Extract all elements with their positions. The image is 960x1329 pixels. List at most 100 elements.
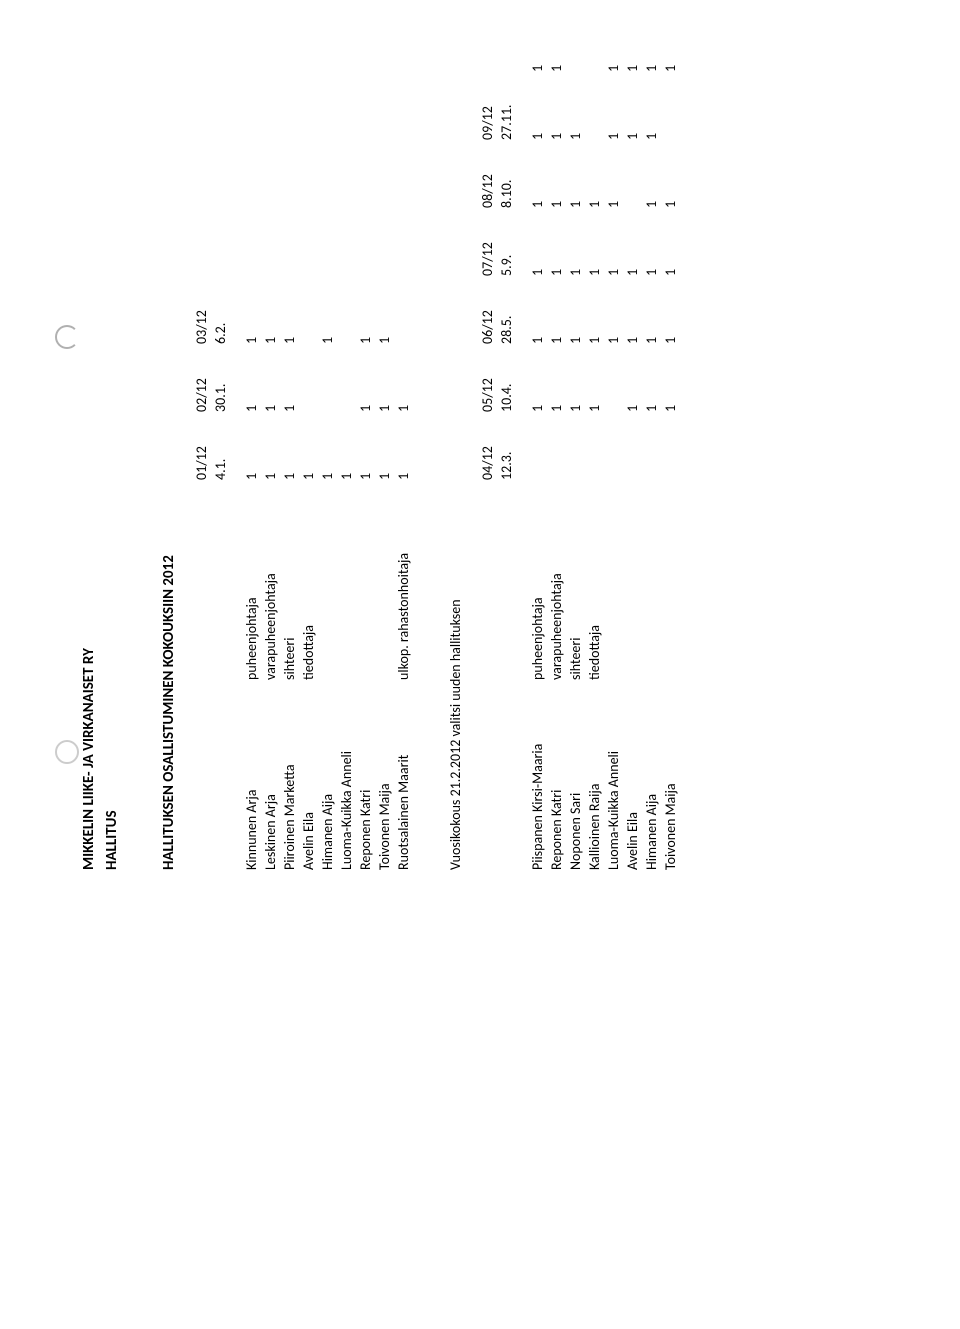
attendance-cell: 1 — [299, 412, 318, 480]
meeting-codes-row: 01/12 02/12 03/12 — [192, 276, 211, 870]
meeting-code: 08/12 — [478, 140, 497, 208]
table-head: 01/12 02/12 03/12 4.1. 30.1. 6.2. — [192, 276, 242, 870]
member-name: Avelin Eila — [623, 680, 642, 870]
member-role: tiedottaja — [585, 480, 604, 680]
table-body: Piispanen Kirsi-Maariapuheenjohtaja11111… — [528, 4, 680, 870]
table-row: Kinnunen Arjapuheenjohtaja111 — [242, 276, 261, 870]
member-name: Reponen Katri — [356, 680, 375, 870]
attendance-cell — [661, 412, 680, 480]
attendance-cell: 1 — [528, 208, 547, 276]
attendance-cell: 1 — [356, 412, 375, 480]
attendance-cell — [337, 344, 356, 412]
attendance-cell — [566, 412, 585, 480]
meeting-dates-row: 4.1. 30.1. 6.2. — [211, 276, 230, 870]
attendance-cell: 1 — [547, 140, 566, 208]
attendance-cell: 1 — [547, 4, 566, 72]
table-head: 04/12 05/12 06/12 07/12 08/12 09/12 12.3… — [478, 4, 528, 870]
document-sheet: MIKKELIN LIIKE- JA VIRKANAISET RY HALLIT… — [0, 0, 960, 960]
attendance-cell: 1 — [547, 72, 566, 140]
member-name: Leskinen Arja — [261, 680, 280, 870]
attendance-cell: 1 — [623, 4, 642, 72]
meeting-date: 6.2. — [211, 276, 230, 344]
attendance-cell: 1 — [623, 344, 642, 412]
attendance-cell: 1 — [261, 412, 280, 480]
meeting-code: 09/12 — [478, 72, 497, 140]
attendance-cell: 1 — [642, 276, 661, 344]
attendance-cell — [528, 412, 547, 480]
member-name: Luoma-Kuikka Anneli — [604, 680, 623, 870]
attendance-cell — [623, 140, 642, 208]
member-name: Reponen Katri — [547, 680, 566, 870]
attendance-cell: 1 — [280, 412, 299, 480]
attendance-cell — [585, 412, 604, 480]
member-name: Luoma-Kuikka Anneli — [337, 680, 356, 870]
meeting-date: 8.10. — [497, 140, 516, 208]
table-row: Noponen Sarisihteeri11111 — [566, 4, 585, 870]
table-row: Avelin Eila11111 — [623, 4, 642, 870]
member-role: sihteeri — [566, 480, 585, 680]
meeting-codes-row: 04/12 05/12 06/12 07/12 08/12 09/12 — [478, 4, 497, 870]
member-role: varapuheenjohtaja — [261, 480, 280, 680]
attendance-cell: 1 — [566, 344, 585, 412]
member-role: tiedottaja — [299, 480, 318, 680]
attendance-cell: 1 — [604, 276, 623, 344]
attendance-cell: 1 — [547, 344, 566, 412]
table-row: Himanen Aija111111 — [642, 4, 661, 870]
attendance-cell: 1 — [604, 208, 623, 276]
attendance-cell: 1 — [242, 344, 261, 412]
attendance-cell: 1 — [585, 140, 604, 208]
attendance-cell: 1 — [528, 4, 547, 72]
attendance-cell: 1 — [604, 140, 623, 208]
attendance-cell: 1 — [585, 208, 604, 276]
table-row: Kallioinen Raijatiedottaja1111 — [585, 4, 604, 870]
attendance-cell: 1 — [280, 344, 299, 412]
meeting-code: 01/12 — [192, 412, 211, 480]
member-name: Ruotsalainen Maarit — [394, 680, 413, 870]
member-role — [623, 480, 642, 680]
table-row: Ruotsalainen Maaritulkop. rahastonhoitaj… — [394, 276, 413, 870]
meeting-code: 02/12 — [192, 344, 211, 412]
attendance-cell: 1 — [547, 276, 566, 344]
attendance-cell: 1 — [623, 208, 642, 276]
table-row: Toivonen Maija11111 — [661, 4, 680, 870]
meeting-date: 5.9. — [497, 208, 516, 276]
member-role — [375, 480, 394, 680]
member-role — [356, 480, 375, 680]
member-role — [604, 480, 623, 680]
member-name: Piiroinen Marketta — [280, 680, 299, 870]
member-name: Himanen Aija — [318, 680, 337, 870]
member-role: varapuheenjohtaja — [547, 480, 566, 680]
meeting-date: 10.4. — [497, 344, 516, 412]
attendance-cell: 1 — [661, 344, 680, 412]
meeting-date: 28.5. — [497, 276, 516, 344]
attendance-cell: 1 — [528, 72, 547, 140]
attendance-cell: 1 — [623, 276, 642, 344]
attendance-cell: 1 — [566, 208, 585, 276]
attendance-cell: 1 — [280, 276, 299, 344]
member-role: ulkop. rahastonhoitaja — [394, 480, 413, 680]
attendance-cell — [547, 412, 566, 480]
attendance-cell — [337, 276, 356, 344]
org-name-line2: HALLITUS — [103, 0, 122, 870]
attendance-cell — [394, 276, 413, 344]
attendance-cell: 1 — [394, 344, 413, 412]
member-name: Himanen Aija — [642, 680, 661, 870]
member-role: puheenjohtaja — [528, 480, 547, 680]
attendance-cell: 1 — [642, 344, 661, 412]
attendance-cell: 1 — [356, 276, 375, 344]
attendance-cell — [661, 72, 680, 140]
member-name: Toivonen Maija — [375, 680, 394, 870]
attendance-cell: 1 — [528, 140, 547, 208]
member-name: Toivonen Maija — [661, 680, 680, 870]
attendance-cell: 1 — [642, 208, 661, 276]
attendance-cell: 1 — [261, 276, 280, 344]
table-row: Piispanen Kirsi-Maariapuheenjohtaja11111… — [528, 4, 547, 870]
attendance-cell: 1 — [337, 412, 356, 480]
member-role — [318, 480, 337, 680]
attendance-cell: 1 — [242, 276, 261, 344]
meeting-code: 07/12 — [478, 208, 497, 276]
attendance-cell: 1 — [566, 72, 585, 140]
member-role — [337, 480, 356, 680]
attendance-cell — [585, 4, 604, 72]
member-role: puheenjohtaja — [242, 480, 261, 680]
